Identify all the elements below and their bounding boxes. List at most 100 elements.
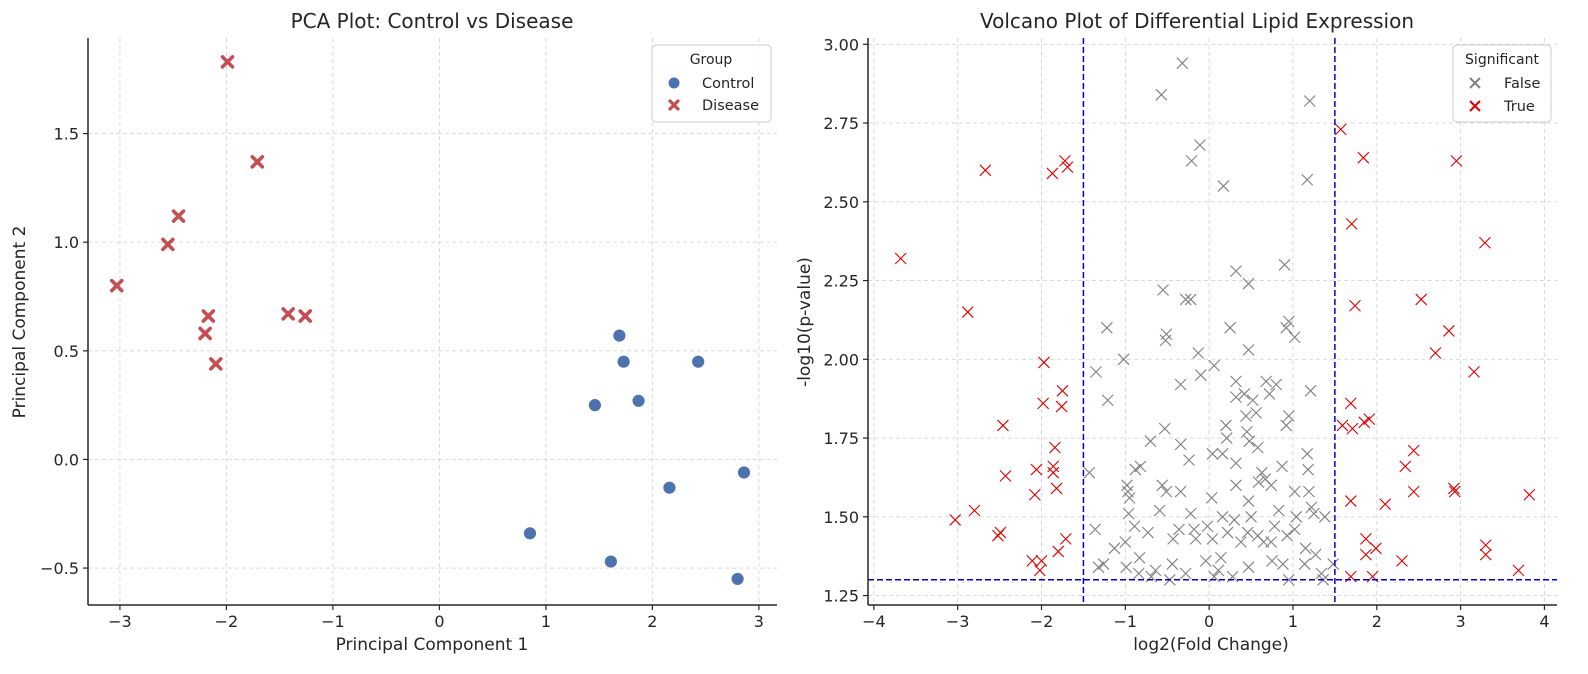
volcano-point-true — [1037, 397, 1050, 410]
volcano-point-false — [1153, 504, 1166, 517]
volcano-legend-true-label: True — [1503, 99, 1535, 115]
volcano-point-true — [1407, 444, 1420, 457]
volcano-point-false — [1092, 561, 1105, 574]
volcano-point-true — [1407, 485, 1420, 498]
volcano-point-false — [1288, 331, 1301, 344]
volcano-point-false — [1280, 321, 1293, 334]
volcano-point-true — [1049, 441, 1061, 454]
volcano-point-false — [1298, 558, 1311, 570]
volcano-point-false — [1174, 438, 1187, 451]
volcano-y-tick-label: 1.75 — [823, 429, 859, 448]
volcano-point-false — [1282, 573, 1295, 586]
volcano-point-true — [1026, 555, 1039, 567]
volcano-panel: Volcano Plot of Differential Lipid Expre… — [795, 9, 1557, 655]
volcano-point-false — [1119, 536, 1132, 548]
volcano-point-false — [1194, 139, 1206, 151]
volcano-point-false — [1302, 463, 1314, 476]
volcano-point-false — [1240, 425, 1253, 438]
pca-point-control — [737, 465, 751, 480]
pca-panel: PCA Plot: Control vs Disease −3 −2 −1 0 1 2 3−… — [10, 9, 777, 655]
volcano-point-false — [1250, 406, 1262, 419]
volcano-point-false — [1149, 564, 1162, 577]
pca-point-disease — [161, 237, 175, 252]
pca-x-tick-label: 3 — [754, 612, 764, 631]
volcano-point-true — [1479, 548, 1492, 561]
volcano-point-false — [1240, 410, 1252, 422]
pca-legend: Group Control Disease — [651, 44, 772, 123]
pca-legend-title: Group — [690, 52, 733, 68]
volcano-point-true — [1370, 542, 1382, 555]
pca-grid — [88, 38, 777, 605]
volcano-point-false — [1133, 551, 1146, 564]
pca-legend-box — [651, 44, 772, 123]
volcano-ticks: −4 −3 −2 −1 0 1 2 3 4 1.25 1.50 1.75 2.00 2.25 2.50 2.7… — [823, 35, 1549, 631]
pca-point-control — [587, 398, 602, 413]
volcano-point-true — [1357, 151, 1370, 164]
volcano-point-false — [1174, 378, 1187, 391]
pca-point-disease — [250, 155, 265, 169]
volcano-point-true — [1344, 495, 1357, 507]
volcano-point-true — [1336, 419, 1349, 432]
volcano-point-false — [1303, 95, 1316, 107]
volcano-point-false — [1280, 419, 1293, 432]
pca-y-tick-label: 0.5 — [54, 342, 79, 361]
volcano-point-true — [1479, 236, 1491, 249]
volcano-point-false — [1212, 564, 1225, 577]
volcano-point-true — [1468, 366, 1480, 378]
volcano-x-tick-label: −2 — [1030, 612, 1054, 631]
volcano-point-false — [1179, 567, 1192, 580]
pca-legend-control-marker — [668, 77, 680, 89]
volcano-point-false — [1192, 347, 1205, 359]
volcano-point-false — [1083, 466, 1096, 479]
volcano-point-false — [1097, 558, 1110, 570]
pca-point-control — [691, 354, 706, 369]
volcano-point-true — [1061, 161, 1074, 174]
pca-point-control — [523, 526, 537, 541]
pca-legend-disease-label: Disease — [702, 98, 759, 114]
volcano-point-false — [1217, 180, 1230, 192]
volcano-point-true — [1038, 356, 1050, 369]
pca-y-tick-label: 0.0 — [54, 450, 79, 469]
volcano-point-false — [1256, 466, 1268, 479]
volcano-legend-true-marker — [1469, 100, 1481, 112]
volcano-point-false — [1090, 366, 1102, 378]
volcano-legend-title: Significant — [1465, 52, 1539, 68]
pca-x-tick-label: 0 — [434, 612, 444, 631]
volcano-point-false — [1263, 388, 1276, 400]
volcano-point-true — [1028, 488, 1041, 501]
volcano-x-tick-label: −1 — [1114, 612, 1138, 631]
volcano-point-false — [1132, 567, 1145, 580]
volcano-point-false — [1101, 394, 1114, 407]
volcano-point-true — [968, 504, 981, 517]
volcano-point-true — [999, 469, 1012, 482]
pca-y-tick-label: 1.0 — [54, 233, 79, 252]
pca-x-tick-label: −2 — [215, 612, 239, 631]
volcano-point-true — [1046, 167, 1059, 180]
volcano-point-false — [1134, 460, 1147, 473]
volcano-point-false — [1230, 479, 1242, 492]
volcano-y-tick-label: 3.00 — [823, 35, 859, 54]
pca-point-control — [616, 354, 631, 369]
volcano-grid — [868, 38, 1557, 605]
pca-x-label: Principal Component 1 — [336, 635, 529, 655]
pca-y-tick-label: 1.5 — [54, 125, 79, 144]
volcano-point-true — [1523, 488, 1536, 501]
volcano-point-true — [1415, 293, 1428, 306]
volcano-point-false — [1184, 507, 1197, 520]
volcano-point-false — [1252, 476, 1265, 489]
volcano-point-false — [1121, 479, 1133, 492]
volcano-point-true — [1033, 564, 1046, 577]
volcano-point-true — [1448, 482, 1460, 495]
pca-points — [109, 55, 751, 586]
volcano-point-false — [1199, 555, 1212, 567]
volcano-x-tick-label: 1 — [1288, 612, 1298, 631]
volcano-point-false — [1189, 532, 1202, 545]
volcano-point-false — [1243, 435, 1256, 448]
volcano-point-true — [1442, 325, 1455, 337]
volcano-point-false — [1230, 457, 1242, 470]
pca-point-disease — [281, 307, 296, 321]
volcano-point-false — [1242, 495, 1255, 507]
volcano-point-false — [1108, 542, 1121, 555]
volcano-point-false — [1167, 532, 1179, 545]
